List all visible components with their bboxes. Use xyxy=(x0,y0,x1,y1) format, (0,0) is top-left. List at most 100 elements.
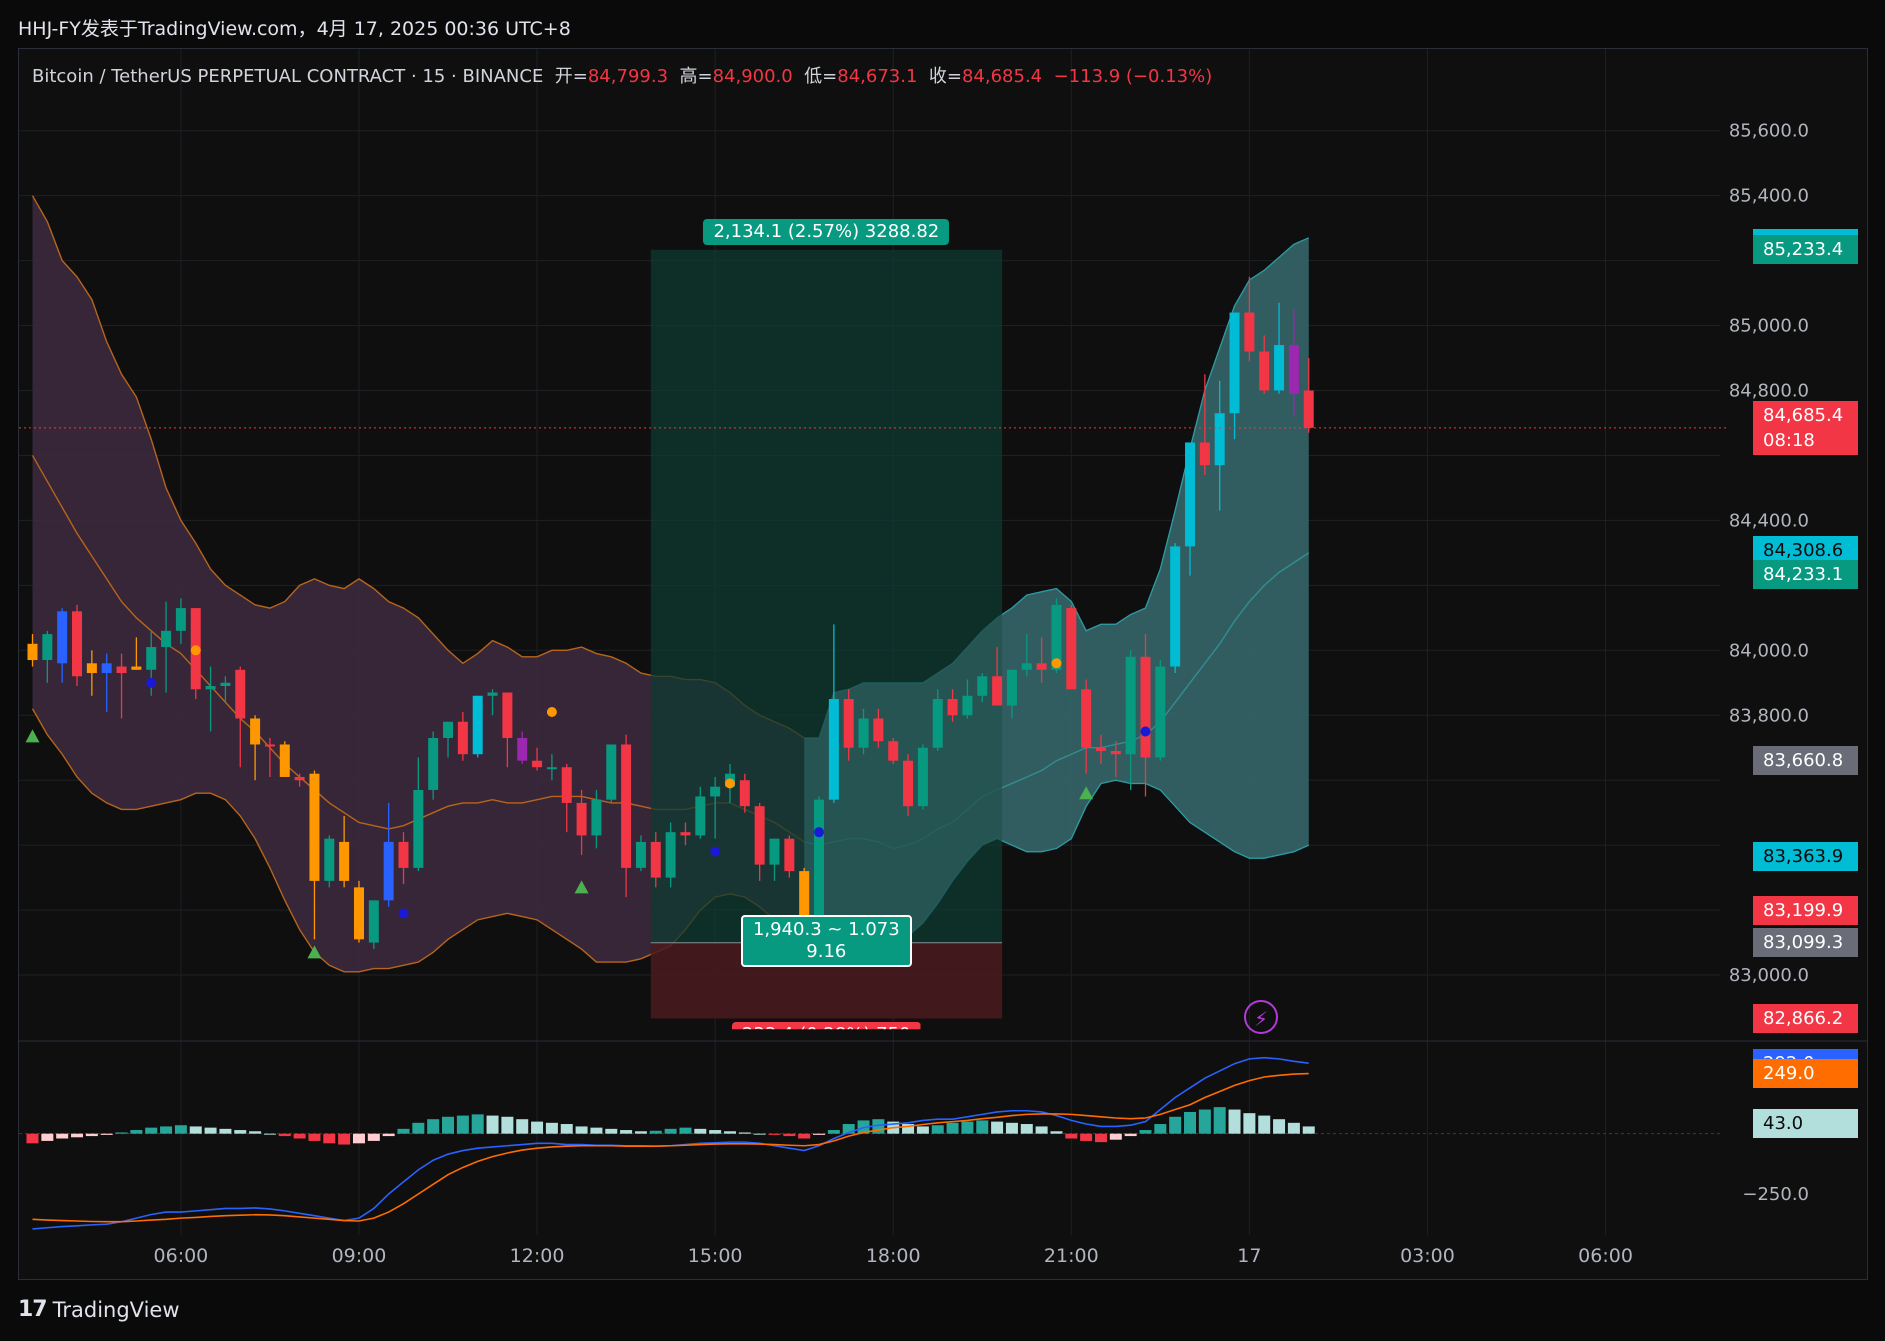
candles xyxy=(27,276,1314,959)
candle xyxy=(86,650,97,696)
macd-histogram-bar xyxy=(1124,1133,1137,1137)
macd-histogram-bar xyxy=(293,1133,306,1139)
candle xyxy=(635,835,646,872)
macd-histogram-bar xyxy=(738,1132,751,1134)
macd-line xyxy=(32,1056,1309,1230)
candle xyxy=(739,773,750,813)
candle xyxy=(517,731,528,764)
macd-histogram-bar xyxy=(115,1132,128,1134)
candle xyxy=(858,708,869,755)
candle-body xyxy=(858,718,869,748)
candle-body xyxy=(1066,608,1077,690)
macd-histogram-bar xyxy=(1169,1116,1182,1134)
lightning-icon[interactable]: ⚡ xyxy=(1244,1000,1278,1034)
symbol-name[interactable]: Bitcoin / TetherUS PERPETUAL CONTRACT · … xyxy=(32,66,544,87)
macd-histogram-bar xyxy=(1154,1124,1167,1134)
candle xyxy=(843,689,854,761)
candle xyxy=(264,737,275,777)
candle-body xyxy=(754,806,765,865)
macd-histogram-bar xyxy=(204,1127,217,1134)
candle-body xyxy=(1259,351,1270,391)
signal-dot-orange xyxy=(1051,658,1062,669)
target-label[interactable]: 2,134.1 (2.57%) 3288.82 xyxy=(703,218,950,245)
candle xyxy=(665,822,676,888)
macd-histogram-bar xyxy=(100,1133,113,1135)
candle-body xyxy=(294,776,305,781)
macd-histogram-bar xyxy=(145,1127,158,1134)
macd-histogram-bar xyxy=(1243,1113,1256,1134)
macd-histogram-bar xyxy=(338,1133,351,1145)
candle-body xyxy=(42,634,53,661)
macd-histogram-bar xyxy=(56,1133,69,1139)
ohlc-legend: Bitcoin / TetherUS PERPETUAL CONTRACT · … xyxy=(32,62,1212,88)
candle-body xyxy=(888,741,899,761)
open-label: 开= xyxy=(554,66,588,87)
candle xyxy=(992,647,1003,706)
macd-histogram-bar xyxy=(234,1130,247,1134)
macd-histogram-bar xyxy=(382,1133,395,1137)
candle xyxy=(457,712,468,761)
price-tick-label: 85,000.0 xyxy=(1729,316,1809,337)
candle xyxy=(250,715,261,781)
candle xyxy=(769,838,780,881)
candle-body xyxy=(917,747,928,807)
candle xyxy=(1185,442,1196,576)
stop-label[interactable]: 233.4 (0.28%) 750 xyxy=(731,1021,921,1030)
candle xyxy=(754,802,765,881)
candle xyxy=(398,832,409,885)
low-label: 低= xyxy=(804,66,838,87)
price-tick-label: 83,000.0 xyxy=(1729,965,1809,986)
candle-body xyxy=(502,692,513,738)
footer-brand: 17 TradingView xyxy=(18,1297,180,1322)
price-badge: 84,685.4 08:18 xyxy=(1753,400,1858,455)
price-badge: 83,363.9 xyxy=(1753,842,1858,872)
price-tick-label: 84,800.0 xyxy=(1729,381,1809,402)
macd-histogram-bar xyxy=(427,1119,440,1134)
time-tick-label: 21:00 xyxy=(1044,1245,1099,1267)
candle xyxy=(621,734,632,898)
macd-histogram-bar xyxy=(501,1116,514,1134)
candle-body xyxy=(368,900,379,943)
candle-body xyxy=(532,760,543,768)
candle-body xyxy=(1288,345,1299,394)
candle xyxy=(932,689,943,751)
macd-histogram-bar xyxy=(590,1127,603,1134)
risk-reward-label[interactable]: 1,940.3 ~ 1.073 9.16 xyxy=(740,914,912,967)
time-tick-label: 09:00 xyxy=(332,1245,387,1267)
price-badge: 83,199.9 xyxy=(1753,895,1858,925)
macd-histogram-bar xyxy=(1005,1122,1018,1134)
time-tick-label: 15:00 xyxy=(688,1245,743,1267)
candle-body xyxy=(353,887,364,940)
candle-body xyxy=(546,767,557,770)
macd-tick-label: −250.0 xyxy=(1742,1184,1809,1205)
macd-histogram-bar xyxy=(560,1124,573,1134)
candle-body xyxy=(1185,442,1196,547)
candle-body xyxy=(72,611,83,677)
time-tick-label: 06:00 xyxy=(1578,1245,1633,1267)
candle xyxy=(576,789,587,855)
candle-body xyxy=(680,832,691,836)
candle-body xyxy=(947,699,958,716)
macd-histogram-bar xyxy=(352,1133,365,1144)
candle xyxy=(220,676,231,703)
candle xyxy=(1199,374,1210,475)
candle xyxy=(353,880,364,943)
close-value: 84,685.4 xyxy=(961,66,1043,87)
macd-histogram-bar xyxy=(991,1121,1004,1134)
candle xyxy=(606,744,617,803)
candle-body xyxy=(739,780,750,807)
macd-histogram-bar xyxy=(1184,1111,1197,1134)
candle xyxy=(695,786,706,839)
price-tick-label: 84,000.0 xyxy=(1729,640,1809,661)
candle xyxy=(1170,543,1181,674)
candle-body xyxy=(621,744,632,868)
candle-body xyxy=(101,663,112,674)
macd-histogram-bar xyxy=(1065,1133,1078,1139)
time-tick-label: 12:00 xyxy=(510,1245,565,1267)
candle-body xyxy=(561,767,572,803)
candle-body xyxy=(220,682,231,687)
candle-body xyxy=(1110,750,1121,755)
candle xyxy=(1140,634,1151,797)
candle xyxy=(279,741,290,777)
